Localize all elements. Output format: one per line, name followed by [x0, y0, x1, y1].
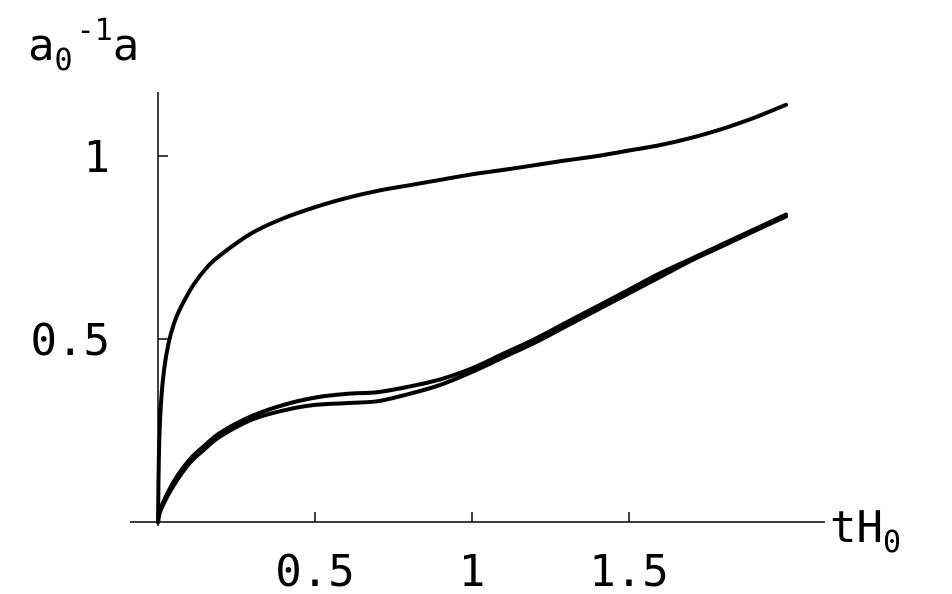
x-axis-label: tH0	[830, 502, 901, 560]
series-line-3	[156, 214, 788, 524]
tick-group: 0.5 1 1.5 0.5 1	[31, 132, 669, 594]
x-tick-label: 0.5	[275, 546, 354, 594]
x-tick-label: 1.5	[589, 546, 668, 594]
series-line-1	[156, 102, 788, 524]
series-group	[156, 102, 788, 524]
y-axis-label: a0-1a	[28, 13, 139, 78]
series-line-2	[156, 212, 788, 524]
y-tick-label: 1	[84, 132, 111, 183]
x-tick-label: 1	[459, 546, 486, 594]
y-tick-label: 0.5	[31, 315, 110, 366]
axes	[130, 92, 825, 526]
